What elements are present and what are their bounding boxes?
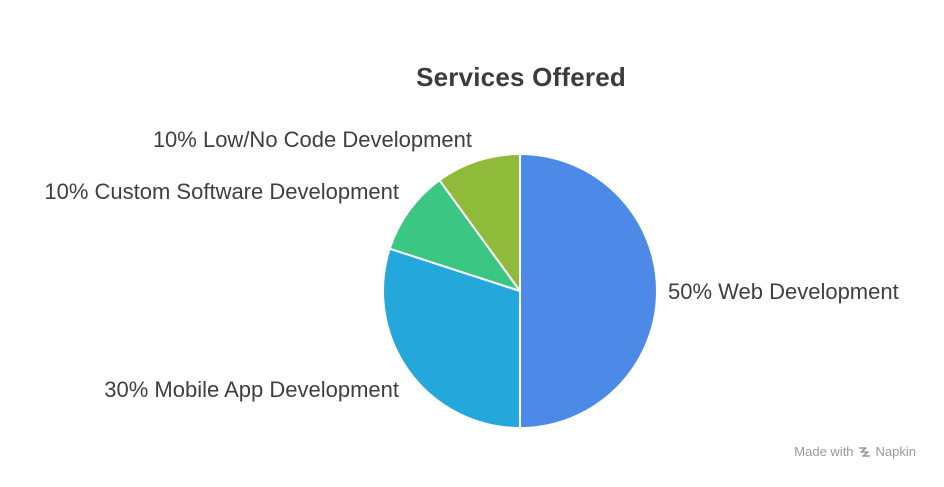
watermark: Made with Napkin: [794, 444, 916, 459]
slice-label-custom-software-development: 10% Custom Software Development: [44, 179, 399, 204]
pie-slice-web-development: [519, 153, 658, 429]
pie-slice-mobile-app-development: [382, 247, 521, 429]
chart-title: Services Offered: [416, 62, 626, 92]
pie-slice-low-no-code-development: [438, 153, 521, 292]
napkin-logo-icon: [858, 446, 870, 457]
watermark-text: Made with: [794, 444, 854, 459]
slice-label-mobile-app-development: 30% Mobile App Development: [104, 377, 399, 402]
slice-label-low-no-code-development: 10% Low/No Code Development: [152, 127, 472, 152]
slice-label-web-development: 50% Web Development: [668, 279, 899, 304]
pie-slice-custom-software-development: [388, 179, 521, 292]
watermark-brand: Napkin: [875, 444, 916, 459]
